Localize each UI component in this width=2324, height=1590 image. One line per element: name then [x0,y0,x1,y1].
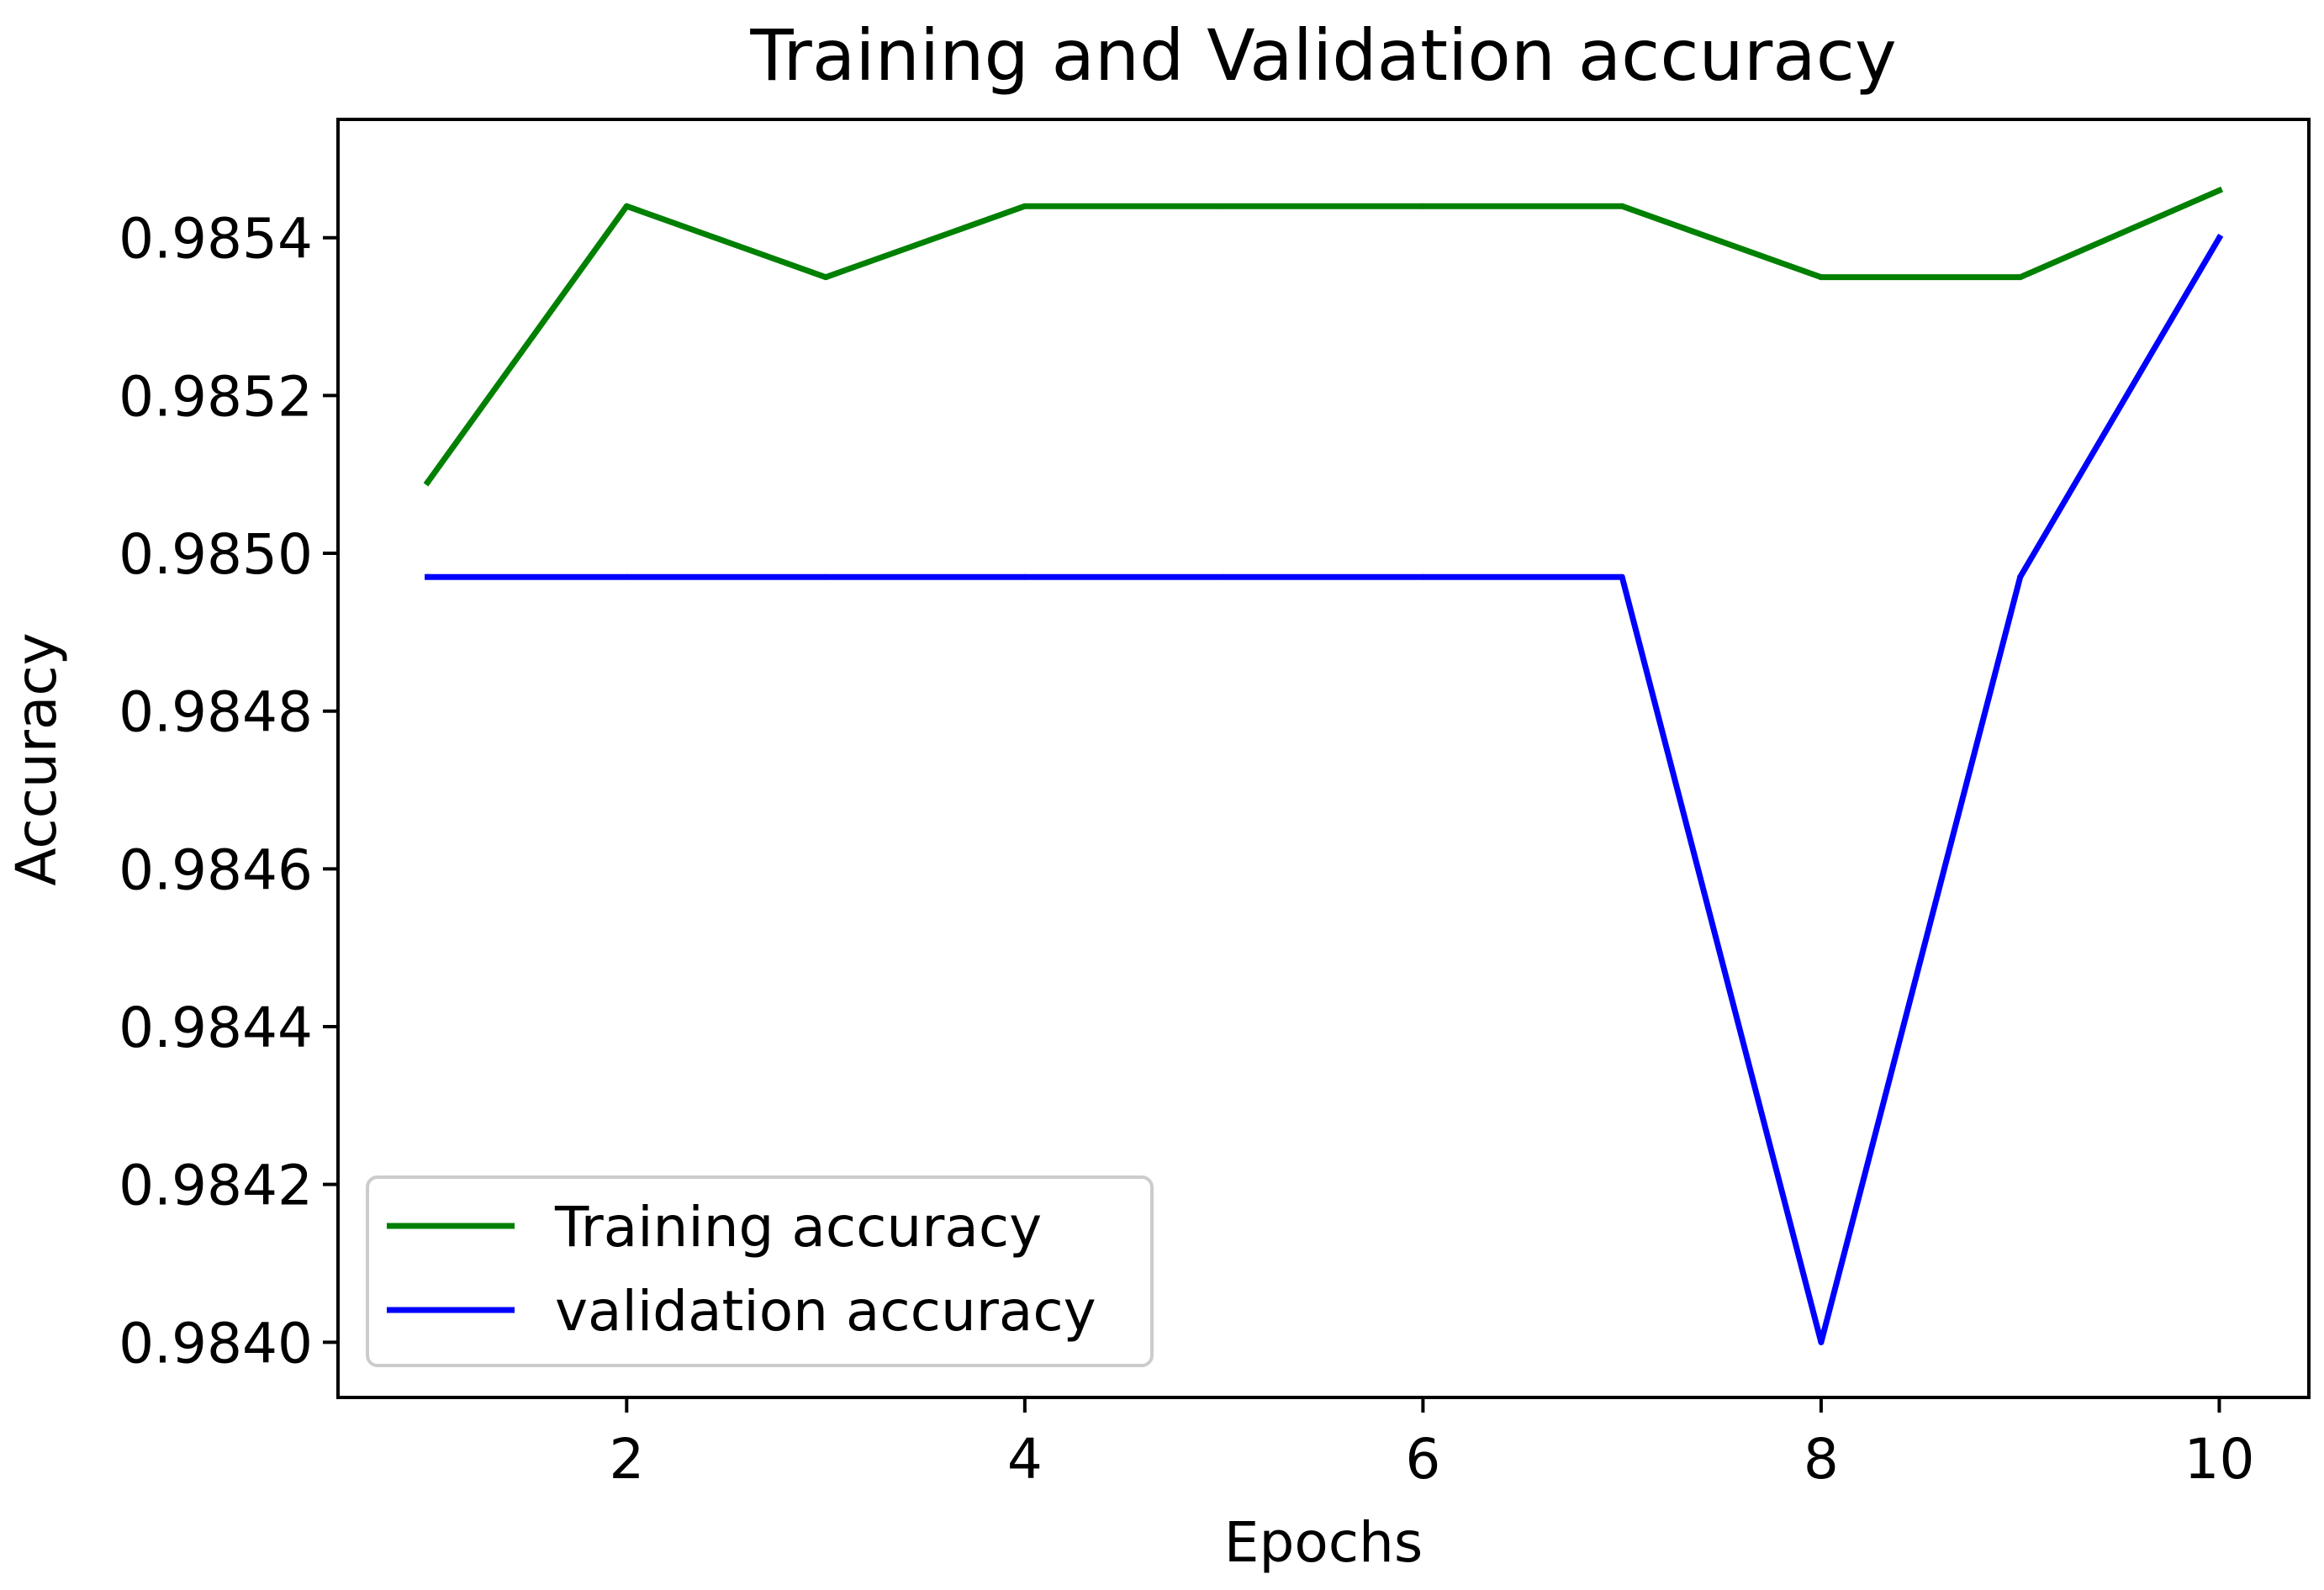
plot-area-frame [336,118,2311,1399]
x-tick-label: 4 [1007,1427,1043,1492]
x-axis-label: Epochs [1224,1510,1423,1575]
data-point-training-accuracy-1 [425,479,431,486]
y-tick-label: 0.9846 [119,837,313,902]
y-tick-label: 0.9852 [119,364,313,429]
legend-label-training-accuracy: Training accuracy [554,1195,1042,1260]
series-layer [423,186,2224,1345]
series-line-validation-accuracy [425,233,2224,1345]
data-point-training-accuracy-10 [2216,187,2222,193]
x-tick-label: 10 [2184,1427,2254,1492]
y-tick-label: 0.9850 [119,522,313,587]
x-axis-ticks: 2 4 6 8 10 [609,1397,2254,1492]
data-point-validation-accuracy-6 [1419,573,1426,580]
y-tick-label: 0.9848 [119,680,313,745]
legend-box [366,1175,1154,1367]
series-line-training-accuracy [423,186,2224,487]
data-point-training-accuracy-8 [1818,274,1825,281]
y-tick-label: 0.9844 [119,996,313,1060]
x-tick-label: 6 [1405,1427,1440,1492]
data-point-validation-accuracy-7 [1619,573,1625,580]
y-axis-label: Accuracy [4,632,69,885]
data-point-validation-accuracy-8 [1818,1339,1825,1345]
data-point-training-accuracy-2 [623,203,630,209]
y-tick-label: 0.9854 [119,207,313,272]
data-point-validation-accuracy-5 [1221,573,1228,580]
legend-label-validation-accuracy: validation accuracy [555,1279,1096,1344]
data-point-validation-accuracy-1 [425,573,431,580]
data-point-validation-accuracy-10 [2216,235,2222,241]
x-tick-label: 8 [1804,1427,1839,1492]
y-tick-label: 0.9842 [119,1154,313,1218]
data-point-validation-accuracy-3 [822,573,829,580]
data-point-training-accuracy-3 [822,274,829,281]
legend: Training accuracy validation accuracy [366,1175,1154,1367]
x-tick-label: 2 [609,1427,644,1492]
data-point-training-accuracy-6 [1419,203,1426,209]
data-point-validation-accuracy-4 [1022,573,1028,580]
chart-title: Training and Validation accuracy [749,14,1896,97]
data-point-training-accuracy-7 [1619,203,1625,209]
y-tick-label: 0.9840 [119,1311,313,1376]
data-point-training-accuracy-9 [2017,274,2024,281]
data-point-validation-accuracy-9 [2017,573,2024,580]
data-point-training-accuracy-4 [1022,203,1028,209]
data-point-validation-accuracy-2 [623,573,630,580]
data-point-training-accuracy-5 [1221,203,1228,209]
y-axis-ticks: 0.9840 0.9842 0.9844 0.9846 0.9848 0.9850 0.98… [119,207,338,1376]
